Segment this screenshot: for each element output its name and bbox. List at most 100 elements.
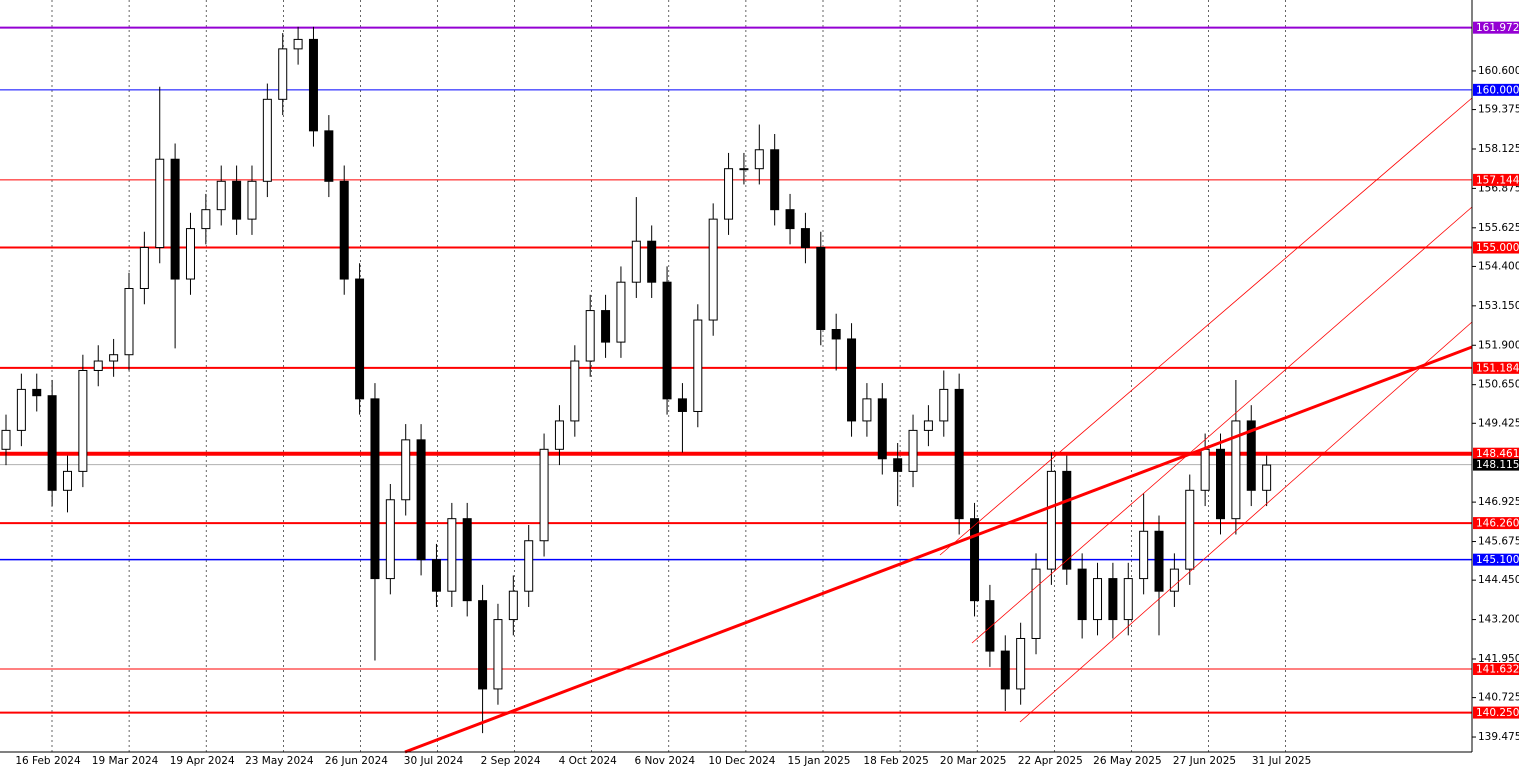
level-label-bg [1473,173,1519,186]
x-tick-label: 19 Mar 2024 [92,755,159,767]
candle-body [816,247,826,330]
level-label-bg [1473,241,1519,254]
level-label-bg [1473,458,1519,471]
trend-lines [404,97,1473,754]
level-label: 146.260 [1476,518,1519,530]
candles-layer [1,26,1272,734]
candle-body [831,328,841,340]
y-tick-label: 146.925 [1478,496,1519,508]
candle-body [754,149,764,170]
y-tick-label: 158.125 [1478,143,1519,155]
level-label: 151.184 [1476,362,1519,374]
y-tick-label: 139.475 [1478,731,1519,743]
y-tick-label: 150.650 [1478,379,1519,391]
candle-body [1246,420,1256,491]
candle-body [847,338,857,422]
level-label-bg [1473,361,1519,374]
x-tick-label: 27 Jun 2025 [1173,755,1236,767]
candle-body [954,388,964,520]
candle-body [1200,448,1210,491]
candle-body [385,499,395,580]
level-label: 141.632 [1476,664,1519,676]
candle-body [893,458,903,472]
level-label: 140.250 [1476,707,1519,719]
candle-body [1169,568,1179,592]
candle-body [62,470,72,491]
y-tick-label: 154.400 [1478,260,1519,272]
candle-body [939,388,949,422]
candle-body [1,429,11,450]
channel-line [1019,321,1473,723]
candle-body [647,240,657,283]
candle-body [508,590,518,621]
candle-body [32,388,42,397]
candle-body [493,619,503,690]
candle-body [462,518,472,602]
candle-body [524,540,534,592]
levels-layer [0,26,1472,714]
x-tick-label: 23 May 2024 [245,755,314,767]
candle-body [585,310,595,362]
candle-body [262,98,272,182]
candle-body [278,48,288,100]
y-tick-label: 145.675 [1478,536,1519,548]
candle-body [155,158,165,249]
candle-body [739,168,749,171]
candle-body [1108,578,1118,621]
candle-body [1093,578,1103,621]
level-label: 145.100 [1476,554,1519,566]
candle-body [785,209,795,230]
candle-body [216,180,226,211]
candle-body [539,448,549,542]
candle-body [124,288,134,356]
axis-labels: 139.475 140.725 141.950 143.200 144.450 145.6… [15,21,1519,767]
candle-body [109,354,119,362]
candle-body [1000,650,1010,690]
candle-body [232,180,242,220]
candle-body [985,600,995,652]
x-tick-label: 16 Feb 2024 [15,755,81,767]
candle-body [1262,464,1272,491]
candle-body [370,398,380,580]
candle-body [308,38,318,132]
y-tick-label: 151.900 [1478,339,1519,351]
level-label: 155.000 [1476,242,1519,254]
candle-body [47,395,57,491]
level-label: 148.115 [1476,459,1519,471]
level-label-bg [1473,517,1519,530]
candle-body [1016,637,1026,690]
candle-body [170,158,180,280]
candle-body [1216,448,1226,520]
level-label: 160.000 [1476,84,1519,96]
candle-body [431,559,441,592]
candle-body [923,420,933,431]
x-tick-label: 30 Jul 2024 [404,755,464,767]
candle-body [401,439,411,501]
level-label: 148.461 [1476,448,1519,460]
candle-body [724,168,734,220]
candle-body [478,600,488,690]
candle-body [1139,530,1149,580]
candle-body [1123,578,1133,621]
x-tick-label: 10 Dec 2024 [708,755,775,767]
candle-body [1231,420,1241,520]
x-tick-label: 22 Apr 2025 [1018,755,1083,767]
candle-body [324,130,334,182]
x-tick-label: 20 Mar 2025 [940,755,1007,767]
y-tick-label: 141.950 [1478,653,1519,665]
candle-body [862,398,872,422]
candle-body [601,310,611,343]
candle-body [677,398,687,412]
level-label: 161.972 [1476,22,1519,34]
candle-body [416,439,426,561]
candle-body [800,228,810,249]
candle-body [908,429,918,472]
candle-body [1062,470,1072,570]
y-tick-label: 149.425 [1478,417,1519,429]
x-tick-label: 18 Feb 2025 [863,755,928,767]
candle-body [1046,470,1056,570]
level-label-bg [1473,663,1519,676]
y-tick-label: 160.600 [1478,65,1519,77]
